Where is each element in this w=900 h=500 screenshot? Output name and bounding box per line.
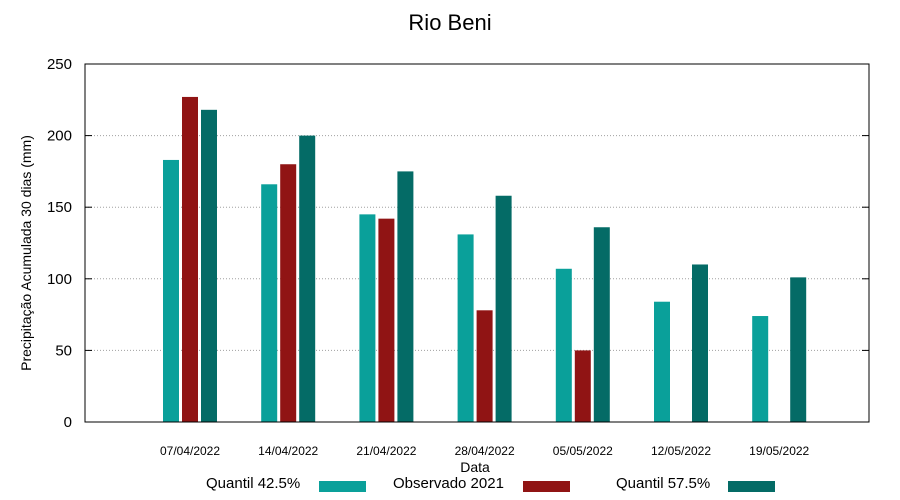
x-tick-label: 19/05/2022 — [749, 444, 809, 458]
x-tick-label: 07/04/2022 — [160, 444, 220, 458]
bar-0-3 — [457, 234, 474, 422]
bar-1-0 — [182, 96, 198, 422]
y-tick-label: 250 — [47, 56, 72, 73]
y-tick-label: 50 — [55, 342, 72, 359]
y-axis: 0 50 100 150 200 250 — [47, 56, 869, 431]
x-tick-label: 21/04/2022 — [356, 444, 416, 458]
legend-swatch — [319, 481, 366, 492]
x-axis: 07/04/2022 14/04/2022 21/04/2022 28/04/2022… — [160, 444, 810, 458]
bar-2-3 — [495, 195, 512, 422]
x-axis-label: Data — [460, 459, 490, 475]
bars-group — [163, 96, 807, 423]
y-tick-label: 100 — [47, 271, 72, 288]
legend-label: Observado 2021 — [393, 475, 504, 492]
chart-title: Rio Beni — [408, 10, 492, 35]
bar-1-4 — [574, 350, 591, 422]
bar-0-0 — [163, 159, 179, 422]
x-tick-label: 05/05/2022 — [553, 444, 613, 458]
bar-2-1 — [299, 135, 316, 422]
plot-frame — [84, 63, 870, 423]
legend-swatch — [728, 481, 775, 492]
x-tick-label: 12/05/2022 — [651, 444, 711, 458]
y-axis-label: Precipitação Acumulada 30 dias (mm) — [18, 135, 34, 371]
legend-label: Quantil 57.5% — [616, 475, 711, 492]
y-tick-label: 150 — [47, 199, 72, 216]
bar-2-2 — [397, 171, 414, 422]
bar-0-6 — [752, 316, 769, 422]
legend-swatch — [523, 481, 570, 492]
bar-0-4 — [555, 268, 572, 422]
bar-2-6 — [790, 277, 807, 422]
bar-2-4 — [593, 227, 610, 422]
bar-2-5 — [692, 264, 708, 422]
bar-0-5 — [654, 301, 670, 422]
bar-0-2 — [359, 214, 376, 422]
bar-1-1 — [280, 164, 297, 423]
bar-2-0 — [201, 109, 217, 422]
y-tick-label: 200 — [47, 128, 72, 145]
bar-1-3 — [476, 310, 493, 422]
y-tick-label: 0 — [64, 414, 72, 431]
bar-1-2 — [378, 218, 395, 422]
x-tick-label: 28/04/2022 — [455, 444, 515, 458]
x-tick-label: 14/04/2022 — [258, 444, 318, 458]
legend-label: Quantil 42.5% — [206, 475, 301, 492]
bar-0-1 — [261, 184, 278, 422]
